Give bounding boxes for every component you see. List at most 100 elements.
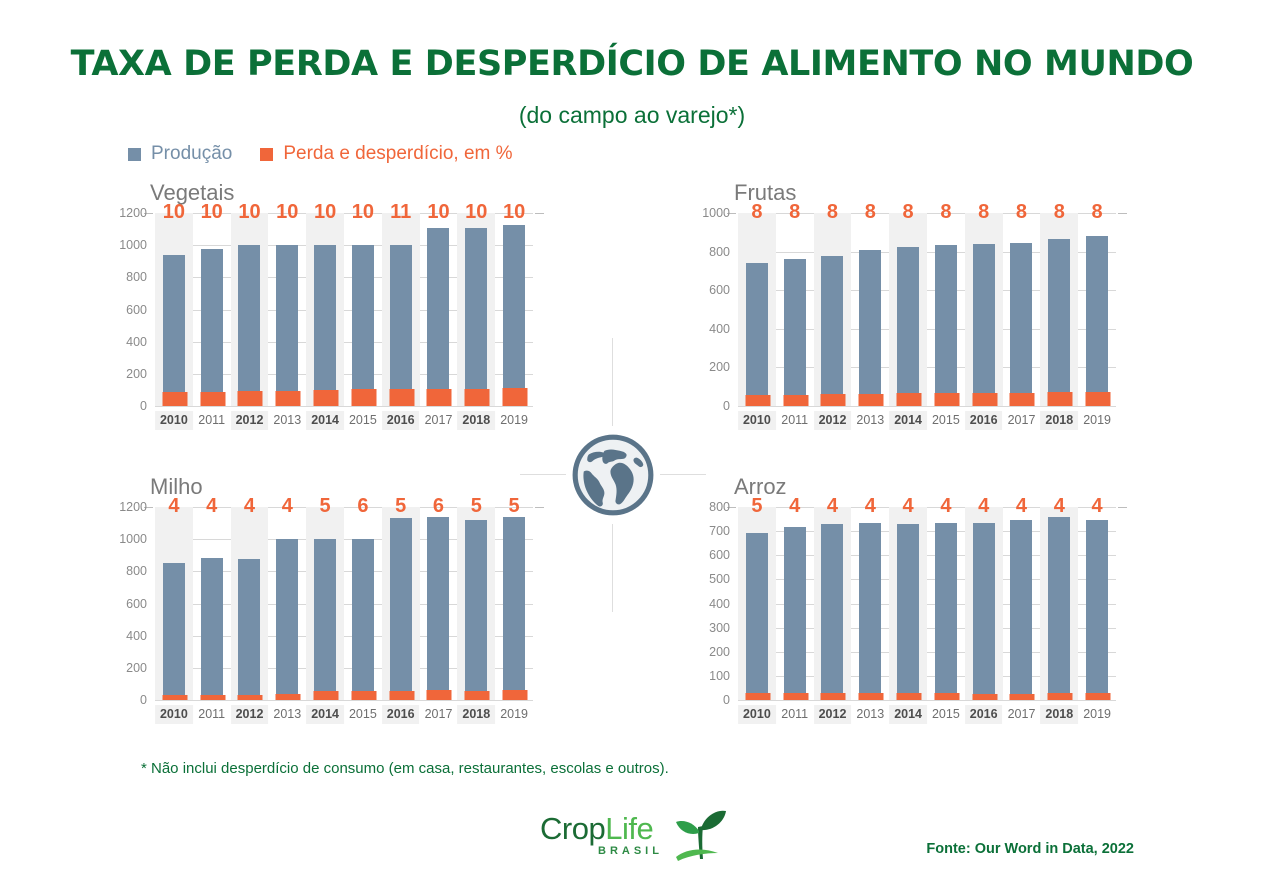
y-axis-vegetais: 1200 1000 800 600 400 200 0: [102, 206, 147, 413]
legend-item-perda: Perda e desperdício, em %: [260, 143, 513, 165]
y-tick-label: 0: [723, 693, 730, 707]
plot-area-arroz: 5 4 4 4 4 4 4 4 4 4 800 700 600 500 400 …: [709, 495, 1127, 724]
x-tick-label: 2017: [424, 413, 453, 427]
loss-value-label: 10: [427, 201, 450, 223]
x-tick-label: 2012: [235, 707, 264, 721]
loss-value-label: 4: [902, 495, 914, 517]
chart-panel-vegetais: Vegetais 10 10 10 10 10: [110, 180, 544, 440]
loss-value-label: 8: [789, 201, 801, 223]
y-axis-milho: 1200 1000 800 600 400 200 0: [102, 500, 147, 707]
x-tick-label: 2014: [894, 707, 922, 721]
loss-value-label: 8: [978, 201, 990, 223]
y-tick-label: 800: [126, 564, 147, 579]
x-tick-label: 2011: [781, 707, 809, 721]
loss-value-label: 10: [351, 201, 375, 223]
y-tick-label: 400: [709, 596, 730, 611]
x-tick-label: 2019: [500, 707, 528, 721]
logo-text-brasil: BRASIL: [598, 845, 663, 857]
loss-value-label: 8: [1015, 201, 1028, 223]
x-tick-label: 2013: [273, 707, 302, 721]
x-tick-label: 2015: [931, 707, 960, 721]
y-tick-label: 1200: [119, 206, 147, 220]
source-credit: Fonte: Our Word in Data, 2022: [926, 841, 1134, 857]
croplife-logo: CropLife BRASIL: [540, 805, 730, 869]
gridlines: [738, 213, 1116, 407]
page-title: TAXA DE PERDA E DESPERDÍCIO DE ALIMENTO …: [70, 44, 1194, 84]
y-tick-label: 700: [709, 524, 730, 539]
x-tick-label: 2010: [742, 413, 771, 427]
x-tick-label: 2010: [159, 413, 188, 427]
x-tick-label: 2012: [235, 413, 264, 427]
y-tick-label: 600: [709, 283, 730, 298]
globe-icon: [572, 434, 654, 516]
logo-text-life: Life: [605, 811, 654, 846]
x-tick-label: 2018: [1045, 413, 1074, 427]
y-tick-label: 600: [709, 548, 730, 563]
sprout-icon: [676, 810, 726, 861]
loss-value-label: 10: [502, 201, 526, 223]
loss-value-label: 5: [470, 495, 482, 517]
loss-value-label: 8: [940, 201, 952, 223]
x-tick-label: 2015: [931, 413, 960, 427]
x-tick-label: 2011: [781, 413, 809, 427]
divider-horizontal: [660, 474, 706, 475]
y-tick-label: 400: [126, 628, 147, 643]
plot-area-frutas: 8 8 8 8 8 8 8 8 8 8 1000 800 600 400 200…: [702, 201, 1127, 430]
legend-item-producao: Produção: [128, 143, 232, 165]
chart-panel-frutas: Frutas 8 8 8 8 8 8: [690, 180, 1127, 440]
loss-value-label: 4: [168, 495, 180, 517]
loss-value-label: 4: [826, 495, 839, 517]
loss-value-label: 8: [1091, 201, 1103, 223]
x-tick-label: 2016: [386, 707, 415, 721]
y-tick-label: 0: [140, 693, 147, 707]
loss-value-label: 10: [200, 201, 223, 223]
y-tick-label: 800: [126, 270, 147, 285]
x-tick-label: 2011: [198, 707, 226, 721]
loss-value-label: 4: [864, 495, 876, 517]
divider-vertical: [612, 524, 613, 612]
chart-title-arroz: Arroz: [734, 474, 787, 499]
loss-value-label: 10: [276, 201, 299, 223]
loss-value-label: 8: [902, 201, 914, 223]
y-tick-label: 1000: [119, 238, 147, 253]
loss-value-label: 6: [432, 495, 445, 517]
y-tick-label: 600: [126, 596, 147, 611]
x-tick-label: 2019: [1083, 707, 1111, 721]
x-tick-label: 2014: [311, 413, 339, 427]
gridlines: [155, 507, 533, 701]
loss-value-label: 8: [864, 201, 876, 223]
bars-vegetais: 10 10 10 10 10 10 11 10 10 10: [155, 201, 533, 406]
loss-value-label: 6: [357, 495, 369, 517]
y-axis-arroz: 800 700 600 500 400 300 200 100 0: [685, 500, 730, 707]
square-marker-icon: [128, 147, 141, 161]
y-tick-label: 200: [126, 660, 147, 675]
x-tick-label: 2013: [273, 413, 302, 427]
x-tick-label: 2010: [159, 707, 188, 721]
loss-value-label: 4: [940, 495, 952, 517]
y-tick-label: 100: [709, 668, 730, 683]
logo-text-crop: Crop: [540, 811, 606, 846]
plot-area-vegetais: 10 10 10 10 10 10 11 10 10 10 1200 1000 …: [119, 201, 544, 430]
x-tick-label: 2013: [856, 413, 885, 427]
loss-value-label: 4: [1091, 495, 1103, 517]
footnote: * Não inclui desperdício de consumo (em …: [141, 760, 669, 777]
y-tick-label: 400: [126, 334, 147, 349]
gridlines: [155, 213, 533, 407]
loss-value-label: 10: [162, 201, 186, 223]
y-tick-label: 600: [126, 302, 147, 317]
legend-label-producao: Produção: [151, 143, 233, 164]
x-tick-label: 2014: [894, 413, 922, 427]
divider-vertical: [612, 338, 613, 426]
bars-milho: 4 4 4 4 5 6 5 6 5 5: [155, 495, 533, 700]
loss-value-label: 5: [319, 495, 331, 517]
x-tick-label: 2016: [969, 413, 998, 427]
x-tick-label: 2015: [348, 413, 377, 427]
loss-value-label: 4: [206, 495, 218, 517]
chart-panel-arroz: Arroz 5 4 4 4: [690, 474, 1127, 739]
chart-legend: Produção Perda e desperdício, em %: [128, 143, 513, 165]
gridlines: [738, 507, 1116, 701]
chart-title-milho: Milho: [150, 474, 203, 499]
loss-value-label: 4: [978, 495, 990, 517]
y-tick-label: 0: [140, 399, 147, 413]
